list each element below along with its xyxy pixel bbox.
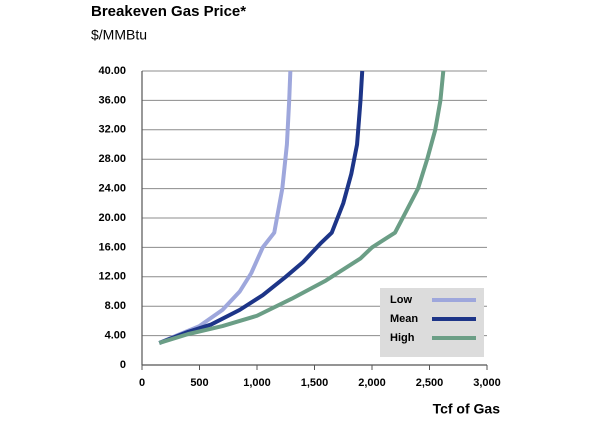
legend-label: High	[390, 332, 415, 344]
legend-label: Mean	[390, 313, 418, 325]
x-axis-label: Tcf of Gas	[433, 401, 501, 417]
y-tick-label: 28.00	[98, 153, 126, 165]
y-tick-label: 0	[120, 359, 126, 371]
x-tick-label: 1,000	[243, 377, 271, 389]
y-tick-label: 20.00	[98, 212, 126, 224]
x-tick-label: 2,500	[416, 377, 444, 389]
y-tick-label: 24.00	[98, 183, 126, 195]
y-tick-label: 40.00	[98, 65, 126, 77]
x-tick-label: 2,000	[358, 377, 386, 389]
y-tick-label: 16.00	[98, 241, 126, 253]
series-line	[158, 70, 365, 345]
y-tick-label: 12.00	[98, 271, 126, 283]
x-tick-label: 3,000	[473, 377, 501, 389]
y-tick-label: 32.00	[98, 124, 126, 136]
series-line	[158, 70, 293, 345]
y-tick-label: 4.00	[105, 330, 126, 342]
x-tick-label: 0	[139, 377, 145, 389]
y-tick-label: 36.00	[98, 94, 126, 106]
x-tick-label: 500	[190, 377, 208, 389]
chart-title: Breakeven Gas Price*	[91, 3, 246, 20]
chart-subtitle: $/MMBtu	[91, 27, 147, 43]
x-tick-label: 1,500	[301, 377, 329, 389]
series-line	[158, 70, 446, 345]
legend-label: Low	[390, 294, 412, 306]
y-tick-label: 8.00	[105, 300, 126, 312]
